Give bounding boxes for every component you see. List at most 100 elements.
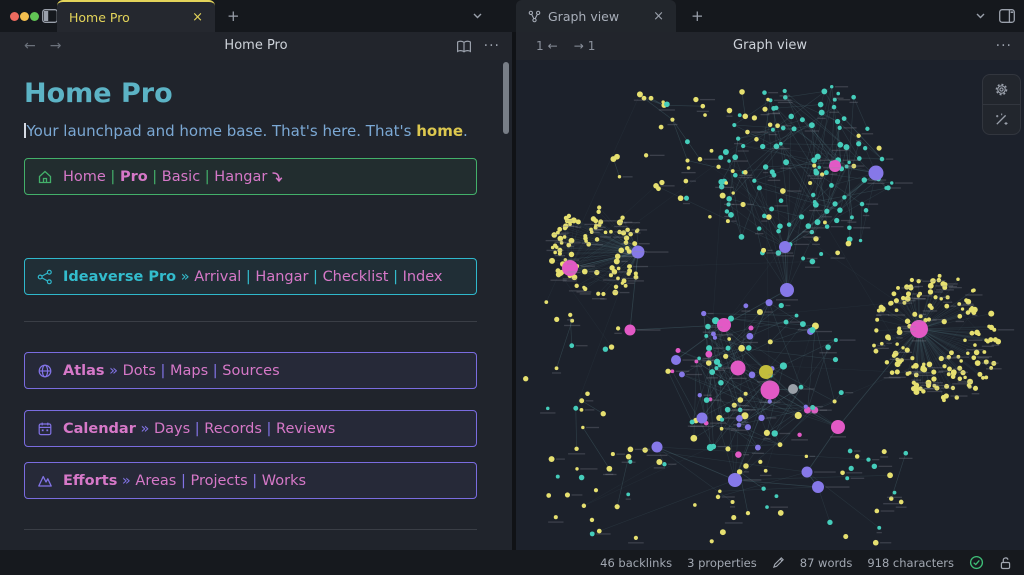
graph-node[interactable] — [713, 358, 721, 365]
graph-node[interactable] — [760, 143, 766, 150]
graph-node[interactable] — [912, 311, 918, 317]
graph-node[interactable] — [596, 209, 601, 214]
graph-node[interactable] — [933, 295, 938, 300]
graph-node[interactable] — [844, 164, 849, 169]
graph-node[interactable] — [634, 229, 639, 234]
graph-node[interactable] — [732, 122, 737, 128]
graph-node[interactable] — [819, 252, 824, 257]
graph-node[interactable] — [733, 172, 738, 178]
tab-close-icon[interactable]: × — [653, 8, 664, 24]
graph-node[interactable] — [748, 371, 756, 379]
graph-node[interactable] — [568, 312, 573, 318]
graph-node[interactable] — [745, 129, 750, 135]
graph-hub-node[interactable] — [696, 412, 708, 424]
graph-node[interactable] — [546, 406, 550, 411]
graph-node[interactable] — [633, 274, 639, 280]
graph-node[interactable] — [571, 274, 578, 281]
graph-node[interactable] — [894, 369, 900, 375]
right-sidebar-toggle-icon[interactable] — [999, 9, 1015, 23]
graph-node[interactable] — [618, 247, 625, 254]
graph-node[interactable] — [879, 306, 886, 312]
graph-node[interactable] — [581, 503, 587, 508]
graph-node[interactable] — [593, 488, 599, 493]
graph-node[interactable] — [872, 343, 876, 348]
graph-node[interactable] — [834, 118, 841, 125]
graph-node[interactable] — [626, 492, 631, 497]
graph-node[interactable] — [927, 289, 934, 295]
graph-node[interactable] — [748, 325, 754, 331]
graph-node[interactable] — [617, 229, 622, 235]
graph-node[interactable] — [726, 107, 733, 114]
graph-node[interactable] — [771, 430, 778, 437]
graph-node[interactable] — [762, 106, 768, 112]
graph-node[interactable] — [930, 278, 936, 284]
graph-node[interactable] — [842, 195, 847, 200]
graph-node[interactable] — [727, 337, 732, 341]
graph-node[interactable] — [817, 165, 821, 170]
graph-node[interactable] — [938, 355, 944, 362]
graph-hub-node[interactable] — [801, 466, 813, 478]
graph-node[interactable] — [874, 508, 880, 514]
callout-link[interactable]: Hangar — [214, 168, 268, 185]
graph-node[interactable] — [812, 200, 817, 204]
graph-node[interactable] — [859, 201, 865, 207]
graph-node[interactable] — [900, 295, 906, 301]
graph-node[interactable] — [959, 359, 963, 363]
graph-node[interactable] — [620, 230, 627, 236]
graph-node[interactable] — [706, 443, 714, 452]
graph-node[interactable] — [745, 510, 751, 516]
graph-node[interactable] — [620, 215, 625, 220]
graph-node[interactable] — [544, 300, 549, 305]
graph-node[interactable] — [771, 172, 777, 178]
graph-node[interactable] — [965, 298, 972, 305]
graph-node[interactable] — [944, 303, 950, 309]
graph-node[interactable] — [641, 95, 647, 101]
graph-node[interactable] — [832, 399, 837, 404]
graph-node[interactable] — [904, 295, 911, 302]
graph-node[interactable] — [889, 496, 894, 501]
graph-node[interactable] — [910, 386, 917, 392]
graph-node[interactable] — [813, 169, 820, 176]
graph-hub-node[interactable] — [910, 320, 928, 338]
graph-node[interactable] — [801, 256, 806, 261]
graph-node[interactable] — [568, 251, 575, 258]
graph-node[interactable] — [727, 315, 734, 322]
graph-node[interactable] — [872, 539, 879, 546]
graph-node[interactable] — [633, 271, 638, 276]
graph-node[interactable] — [904, 284, 910, 290]
graph-node[interactable] — [814, 219, 821, 226]
graph-node[interactable] — [706, 345, 713, 352]
graph-node[interactable] — [835, 250, 841, 256]
graph-node[interactable] — [847, 160, 851, 165]
graph-node[interactable] — [905, 291, 912, 297]
graph-node[interactable] — [766, 214, 772, 220]
graph-node[interactable] — [762, 164, 769, 170]
graph-node[interactable] — [765, 299, 773, 307]
graph-node[interactable] — [636, 91, 643, 98]
graph-node[interactable] — [643, 153, 649, 158]
graph-node[interactable] — [741, 143, 746, 149]
graph-node[interactable] — [703, 397, 710, 403]
graph-node[interactable] — [756, 308, 763, 315]
graph-node[interactable] — [863, 146, 868, 151]
graph-node[interactable] — [856, 141, 862, 147]
graph-node[interactable] — [832, 356, 839, 363]
graph-node[interactable] — [931, 369, 937, 375]
graph-node[interactable] — [851, 94, 856, 100]
graph-node[interactable] — [922, 362, 926, 366]
callout-link[interactable]: Dots — [122, 362, 156, 379]
graph-node[interactable] — [732, 154, 739, 161]
graph-node[interactable] — [737, 397, 744, 403]
graph-node[interactable] — [837, 125, 842, 130]
graph-node[interactable] — [783, 319, 789, 325]
graph-node[interactable] — [562, 225, 568, 231]
graph-node[interactable] — [957, 365, 963, 371]
graph-node[interactable] — [809, 258, 816, 265]
graph-node[interactable] — [582, 285, 586, 290]
navigate-back-button[interactable]: ← — [24, 38, 36, 54]
graph-node[interactable] — [770, 127, 775, 132]
graph-node[interactable] — [904, 318, 911, 324]
graph-node[interactable] — [831, 104, 837, 110]
graph-node[interactable] — [719, 192, 726, 199]
graph-node[interactable] — [564, 492, 571, 498]
